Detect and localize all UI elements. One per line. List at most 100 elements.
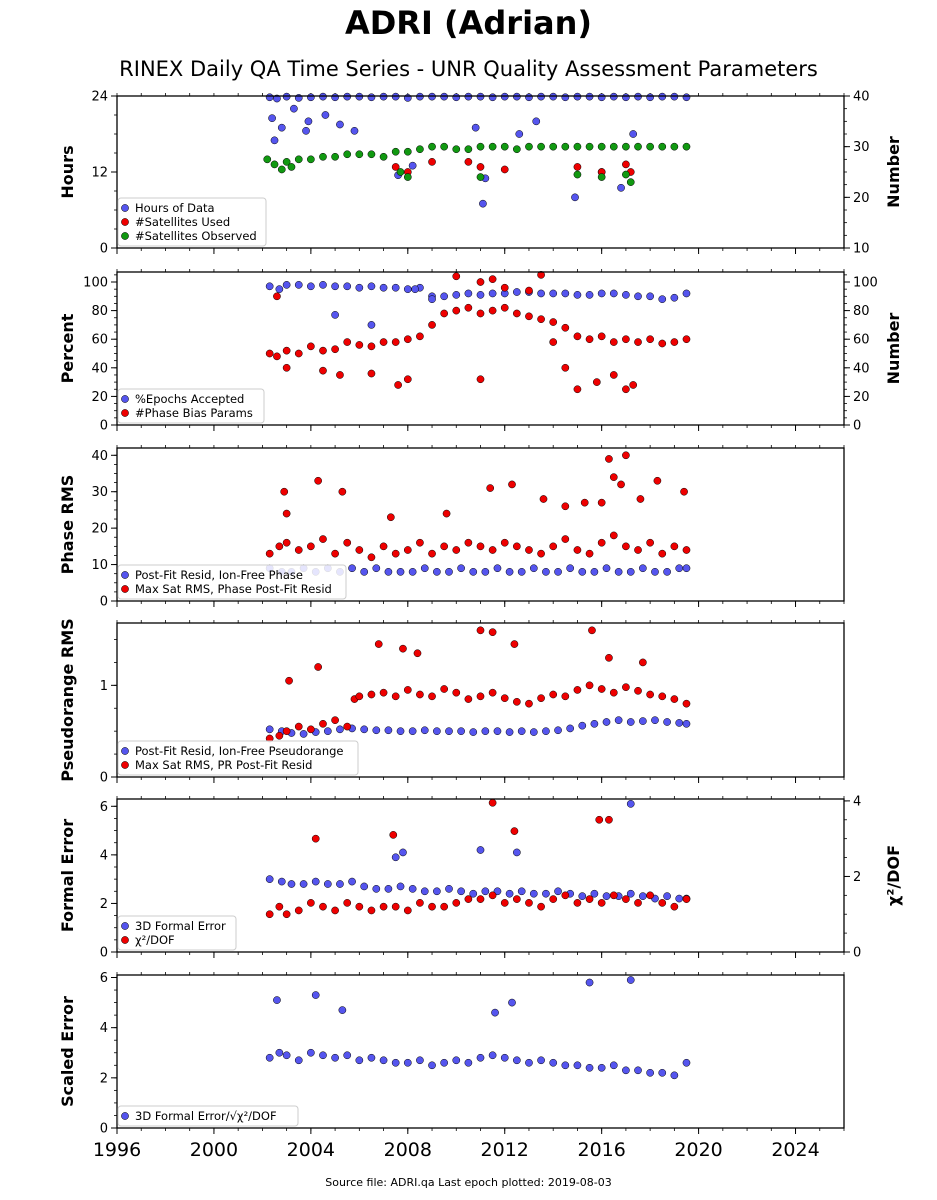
data-point: [403, 173, 412, 181]
data-point: [622, 1066, 630, 1075]
data-point: [265, 549, 274, 558]
data-point: [290, 104, 298, 113]
data-point: [573, 385, 582, 394]
y2-tick-label: 0: [853, 946, 861, 961]
data-point: [597, 332, 606, 341]
y-tick-label: 40: [91, 449, 108, 464]
data-point: [319, 366, 327, 375]
data-point: [331, 282, 339, 291]
data-point: [675, 564, 684, 573]
data-point: [416, 332, 424, 341]
data-point: [428, 321, 436, 329]
data-point: [464, 695, 473, 703]
data-point: [605, 815, 613, 824]
data-point: [265, 1053, 274, 1062]
y-tick-label: 0: [100, 771, 108, 786]
data-point: [367, 690, 376, 699]
data-point: [403, 546, 412, 554]
panel-formal-error: 0 2 4 6 0 2 4 χ²/DOF Formal Error 3D Formal Error…: [58, 794, 903, 960]
y-tick-label: 40: [91, 361, 108, 376]
plot-frame: [116, 798, 845, 953]
data-point: [500, 694, 509, 703]
data-point: [537, 694, 545, 703]
data-point: [505, 568, 514, 576]
y2-axis-label: χ²/DOF: [884, 845, 903, 906]
data-point: [273, 996, 281, 1004]
data-point: [646, 335, 654, 344]
data-point: [277, 165, 286, 174]
data-point: [597, 498, 606, 507]
data-point: [440, 309, 448, 318]
data-point: [408, 885, 417, 893]
data-point: [379, 902, 388, 911]
data-point: [367, 282, 376, 291]
data-point: [609, 1061, 618, 1070]
y-tick-label: 4: [100, 848, 108, 863]
data-point: [391, 549, 400, 558]
data-point: [658, 142, 667, 151]
data-point: [549, 895, 558, 903]
data-point: [372, 885, 381, 893]
data-point: [399, 848, 407, 857]
data-point: [307, 342, 315, 351]
data-point: [578, 721, 587, 730]
data-point: [646, 142, 654, 151]
data-point: [481, 887, 490, 896]
data-point: [367, 93, 376, 102]
data-point: [265, 725, 274, 734]
legend-box: [117, 740, 359, 776]
data-point: [646, 690, 654, 699]
x-tick-label: 2020: [674, 1139, 722, 1161]
legend: Post-Fit Resid, Ion-Free PseudorangeMax …: [117, 740, 359, 776]
data-point: [658, 295, 667, 304]
data-point: [602, 892, 611, 900]
data-point: [646, 891, 654, 900]
data-point: [626, 976, 635, 984]
data-point: [287, 880, 296, 888]
data-point: [634, 292, 642, 301]
series-0: [265, 281, 691, 329]
data-point: [561, 891, 570, 900]
data-point: [307, 155, 315, 164]
legend-label: #Phase Bias Params: [135, 406, 253, 420]
data-point: [663, 718, 671, 726]
data-point: [517, 568, 526, 576]
data-point: [391, 163, 400, 171]
data-point: [319, 152, 327, 161]
data-point: [670, 338, 679, 346]
data-point: [476, 1053, 485, 1062]
y2-tick-label: 20: [853, 390, 870, 405]
data-point: [464, 538, 473, 547]
data-point: [590, 719, 599, 728]
data-point: [348, 564, 356, 573]
data-point: [275, 285, 284, 294]
data-point: [391, 147, 400, 156]
data-point: [561, 323, 570, 332]
data-point: [396, 568, 405, 576]
data-point: [622, 142, 630, 151]
y-tick-label: 1: [100, 679, 108, 694]
legend-label: 3D Formal Error/√χ²/DOF: [135, 1109, 277, 1123]
data-point: [476, 291, 485, 299]
data-point: [452, 291, 461, 299]
data-point: [440, 292, 448, 301]
data-point: [282, 346, 291, 355]
data-point: [355, 283, 364, 292]
data-point: [336, 880, 344, 888]
data-point: [682, 289, 691, 298]
data-point: [420, 564, 429, 573]
data-point: [433, 727, 441, 736]
data-point: [343, 282, 352, 291]
data-point: [270, 160, 279, 169]
y-tick-label: 24: [91, 90, 108, 105]
data-point: [331, 152, 339, 161]
data-point: [609, 531, 618, 540]
y-axis-label: Scaled Error: [58, 996, 77, 1107]
data-point: [682, 142, 691, 151]
data-point: [537, 271, 545, 279]
data-point: [282, 281, 291, 289]
data-point: [355, 546, 364, 554]
data-point: [343, 722, 352, 731]
data-point: [343, 899, 352, 907]
